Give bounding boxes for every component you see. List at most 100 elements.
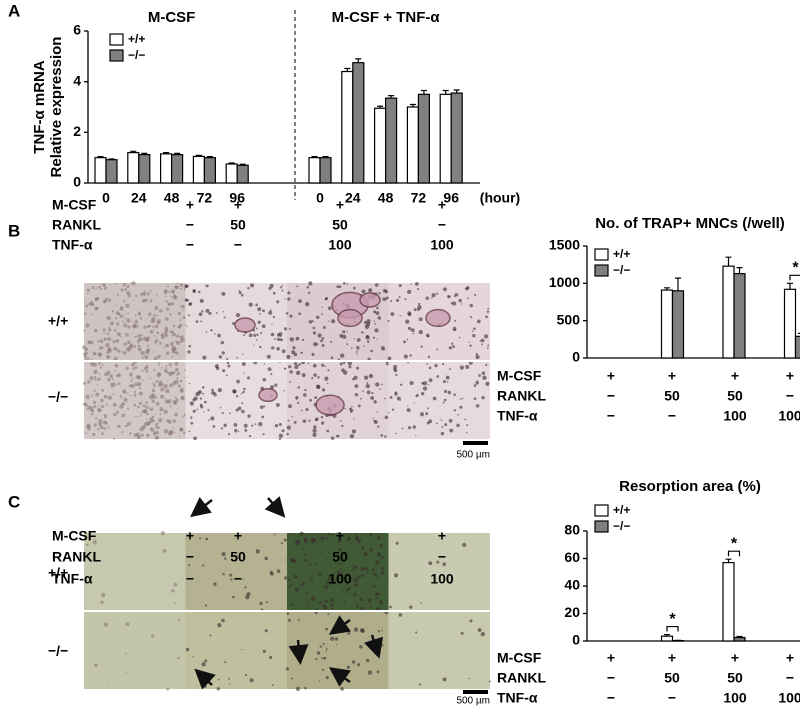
texture	[342, 334, 347, 339]
texture	[145, 350, 150, 355]
texture	[141, 356, 144, 359]
texture	[199, 537, 201, 540]
texture	[200, 405, 204, 409]
texture	[106, 315, 111, 321]
error-bar	[798, 332, 800, 334]
texture	[129, 432, 132, 435]
texture	[328, 552, 330, 554]
texture	[330, 636, 335, 641]
texture	[164, 317, 169, 321]
texture	[181, 396, 184, 399]
texture	[300, 409, 303, 412]
texture	[407, 312, 412, 317]
texture	[171, 290, 175, 294]
bar	[660, 635, 674, 642]
texture	[337, 570, 341, 574]
condition-value: +	[668, 650, 676, 666]
texture	[146, 412, 149, 416]
texture	[270, 332, 275, 337]
texture	[268, 286, 272, 290]
y-axis-title: TNF-α mRNA	[31, 60, 48, 154]
texture	[198, 312, 203, 317]
texture	[334, 561, 337, 564]
texture	[350, 577, 353, 580]
texture	[405, 319, 410, 324]
texture	[267, 367, 272, 372]
bar	[138, 154, 151, 184]
texture	[346, 665, 351, 669]
texture	[403, 354, 408, 359]
texture	[121, 320, 124, 323]
error-bar	[239, 163, 246, 166]
legend-swatch	[594, 264, 609, 277]
error-bar	[409, 103, 416, 107]
texture	[289, 314, 293, 318]
texture	[154, 325, 159, 329]
texture	[101, 427, 104, 429]
texture	[418, 302, 421, 306]
texture	[126, 421, 131, 427]
texture	[418, 317, 423, 322]
texture	[202, 564, 205, 567]
condition-label: TNF-α	[52, 571, 93, 587]
texture	[480, 631, 485, 637]
texture	[97, 362, 102, 366]
group-label: M-CSF	[148, 9, 196, 26]
texture	[105, 403, 108, 406]
texture	[288, 578, 291, 582]
texture	[137, 334, 141, 338]
group-label: M-CSF + TNF-α	[332, 9, 441, 26]
texture	[478, 374, 481, 377]
texture	[276, 569, 281, 573]
texture	[126, 285, 130, 289]
texture	[406, 289, 412, 295]
texture	[349, 408, 354, 413]
texture	[240, 293, 244, 297]
texture	[271, 346, 275, 350]
texture	[467, 297, 469, 300]
texture	[85, 394, 90, 399]
texture	[294, 587, 300, 592]
texture	[420, 345, 423, 348]
texture	[121, 431, 124, 434]
texture	[182, 315, 186, 319]
texture	[283, 538, 287, 542]
texture	[395, 541, 399, 545]
texture	[303, 559, 307, 562]
texture	[141, 369, 144, 372]
x-tick-label: 24	[345, 190, 361, 206]
texture	[241, 402, 244, 404]
texture	[311, 536, 313, 539]
texture	[179, 355, 181, 358]
texture	[200, 320, 203, 323]
texture	[95, 287, 98, 289]
texture	[245, 673, 248, 677]
texture	[253, 333, 257, 337]
texture	[131, 321, 134, 323]
texture	[274, 423, 279, 428]
texture	[459, 398, 462, 400]
texture	[182, 309, 184, 312]
texture	[111, 382, 116, 387]
texture	[190, 421, 194, 425]
texture	[93, 423, 97, 427]
texture	[271, 684, 274, 686]
texture	[286, 354, 291, 359]
texture	[219, 406, 222, 409]
texture	[155, 320, 158, 323]
texture	[306, 286, 310, 289]
error-bar	[130, 150, 137, 153]
texture	[340, 687, 344, 691]
texture	[367, 598, 372, 603]
texture	[235, 432, 237, 434]
texture	[192, 656, 194, 658]
texture	[171, 589, 175, 593]
texture	[189, 302, 193, 306]
texture	[137, 344, 141, 348]
texture	[123, 413, 126, 416]
texture	[393, 368, 398, 373]
x-tick-label: 48	[164, 190, 180, 206]
bar	[308, 157, 321, 184]
texture	[93, 389, 96, 392]
texture	[185, 647, 190, 652]
